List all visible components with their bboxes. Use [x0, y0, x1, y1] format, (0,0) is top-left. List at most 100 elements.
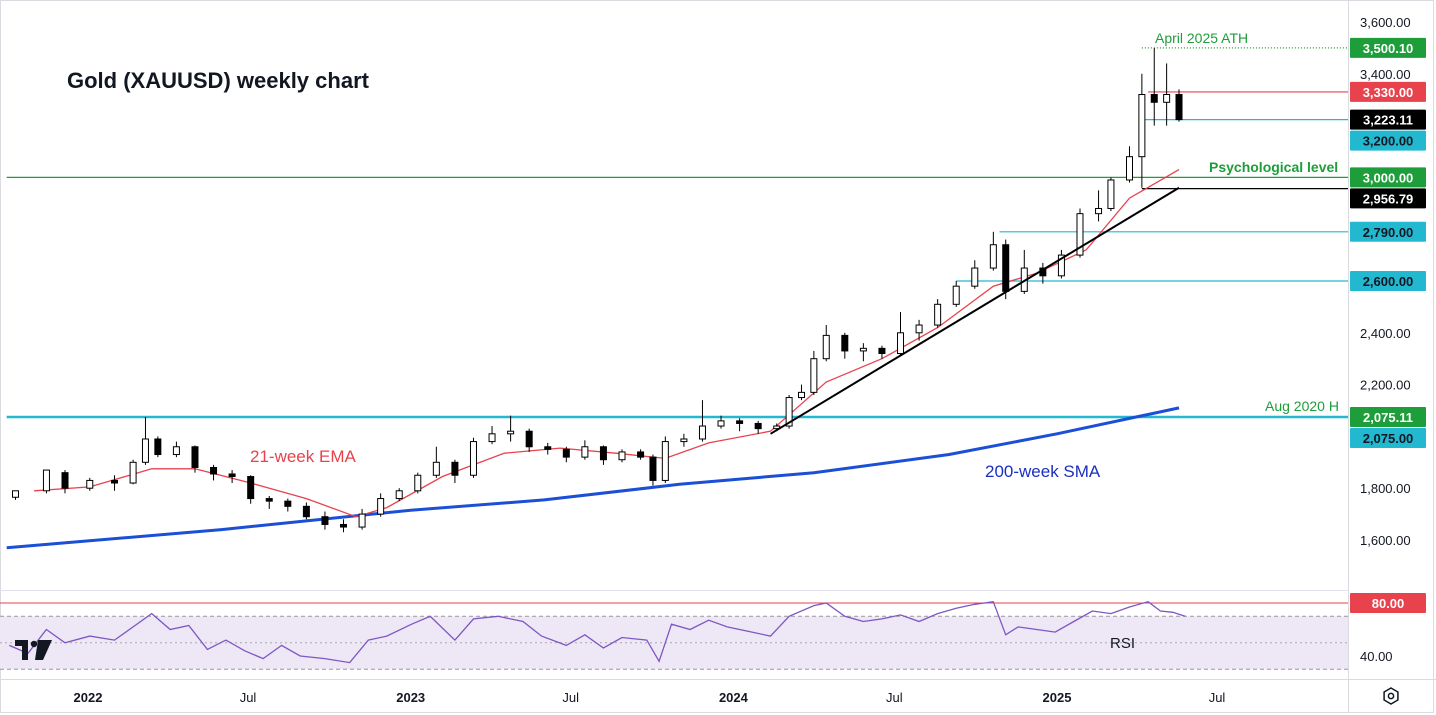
- candle: [191, 445, 199, 473]
- candle: [562, 446, 570, 463]
- candle-body: [358, 513, 366, 528]
- price-tag: 3,330.00: [1350, 81, 1426, 102]
- candle-body: [210, 466, 218, 475]
- time-axis[interactable]: 2022 Jul 2023 Jul 2024 Jul 2025 Jul: [74, 690, 1226, 705]
- price-tag-bg: [1350, 37, 1426, 58]
- candle: [952, 281, 960, 307]
- price-tag-bg: [1350, 406, 1426, 427]
- candle-body: [661, 441, 669, 481]
- candle-body: [1076, 213, 1084, 256]
- candle-body: [618, 451, 626, 461]
- candle-body: [42, 469, 50, 492]
- candle-body: [154, 438, 162, 456]
- price-tick-label: 1,800.00: [1360, 481, 1411, 496]
- candle: [451, 459, 459, 484]
- candle-body: [141, 438, 149, 463]
- trendline: [770, 186, 1180, 435]
- candle: [637, 449, 645, 460]
- settings-icon[interactable]: [1382, 687, 1400, 705]
- candle-body: [302, 505, 310, 518]
- price-tag-bg: [1350, 221, 1426, 242]
- price-tag-label: 3,500.10: [1363, 41, 1414, 56]
- candle: [841, 332, 849, 359]
- candle-body: [488, 433, 496, 443]
- time-tick-label: Jul: [240, 690, 257, 705]
- candle: [754, 420, 762, 434]
- candle-body: [172, 446, 180, 456]
- candle: [154, 436, 162, 458]
- candle: [934, 299, 942, 328]
- candle: [797, 384, 805, 401]
- candle-body: [562, 448, 570, 458]
- candle-body: [952, 285, 960, 305]
- time-tick-label: 2023: [396, 690, 425, 705]
- price-tick-label: 1,600.00: [1360, 533, 1411, 548]
- time-tick-label: Jul: [886, 690, 903, 705]
- candle: [507, 415, 515, 442]
- candle: [302, 502, 310, 520]
- candle: [340, 519, 348, 533]
- candle-body: [717, 420, 725, 427]
- candle-body: [61, 472, 69, 489]
- candle: [42, 469, 50, 494]
- candle: [878, 345, 886, 359]
- candle: [581, 440, 589, 460]
- price-tag-label: 3,223.11: [1363, 113, 1413, 128]
- price-tag-label: 3,330.00: [1363, 85, 1414, 100]
- price-tag: 3,000.00: [1350, 167, 1426, 188]
- candle-body: [934, 303, 942, 326]
- candle: [810, 350, 818, 395]
- chart-title: Gold (XAUUSD) weekly chart: [67, 68, 370, 93]
- candle: [717, 415, 725, 429]
- candle-body: [1057, 254, 1065, 277]
- tradingview-logo: [15, 640, 52, 660]
- candle: [1163, 63, 1171, 126]
- price-tag-bg: [1350, 167, 1426, 188]
- candle-body: [228, 473, 236, 478]
- candle-body: [698, 425, 706, 440]
- rsi-line: [9, 600, 1186, 664]
- candle: [661, 436, 669, 484]
- candle: [859, 343, 867, 362]
- candle-body: [1002, 244, 1010, 292]
- candle-body: [859, 347, 867, 352]
- price-tag: 2,956.79: [1350, 188, 1426, 209]
- candle: [1020, 249, 1028, 294]
- candle: [210, 464, 218, 481]
- candle: [618, 449, 626, 463]
- price-tag: 2,075.11: [1350, 406, 1426, 427]
- candle-body: [469, 441, 477, 476]
- candle: [680, 433, 688, 447]
- candle: [1107, 177, 1115, 212]
- candle: [488, 426, 496, 445]
- candle-body: [377, 498, 385, 515]
- price-tag: 2,790.00: [1350, 221, 1426, 242]
- candle: [1125, 146, 1133, 183]
- annotation-200-week-sma: 200-week SMA: [985, 462, 1101, 481]
- annotation-21-week-ema: 21-week EMA: [250, 447, 356, 466]
- price-tag-bg: [1350, 188, 1426, 209]
- candle: [414, 472, 422, 494]
- price-tag-label: 3,000.00: [1363, 170, 1414, 185]
- candle-body: [1175, 94, 1183, 121]
- candle-body: [581, 446, 589, 458]
- candle: [469, 437, 477, 478]
- trend-layer: [770, 186, 1180, 435]
- candle-body: [810, 358, 818, 393]
- candle: [111, 475, 119, 491]
- price-tag: 2,075.00: [1350, 427, 1426, 448]
- price-tag-label: 2,075.00: [1363, 431, 1414, 446]
- candle-body: [1125, 156, 1133, 181]
- candle: [247, 475, 255, 504]
- candle: [971, 260, 979, 289]
- candle-body: [822, 334, 830, 360]
- price-axis[interactable]: 3,600.00 3,400.00 2,400.00 2,200.00 1,800.00…: [1360, 15, 1411, 664]
- candle: [698, 400, 706, 442]
- price-tag-label: 2,790.00: [1363, 225, 1414, 240]
- candle-body: [841, 334, 849, 352]
- candle-body: [129, 461, 137, 484]
- time-tick-label: 2024: [719, 690, 749, 705]
- rsi-layer: [9, 600, 1186, 664]
- candle-body: [414, 474, 422, 492]
